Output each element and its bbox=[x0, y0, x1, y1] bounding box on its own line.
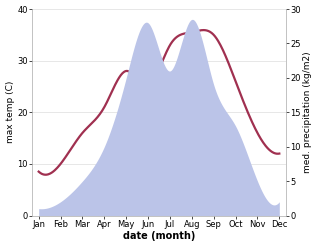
Y-axis label: max temp (C): max temp (C) bbox=[5, 81, 15, 144]
X-axis label: date (month): date (month) bbox=[123, 231, 195, 242]
Y-axis label: med. precipitation (kg/m2): med. precipitation (kg/m2) bbox=[303, 51, 313, 173]
